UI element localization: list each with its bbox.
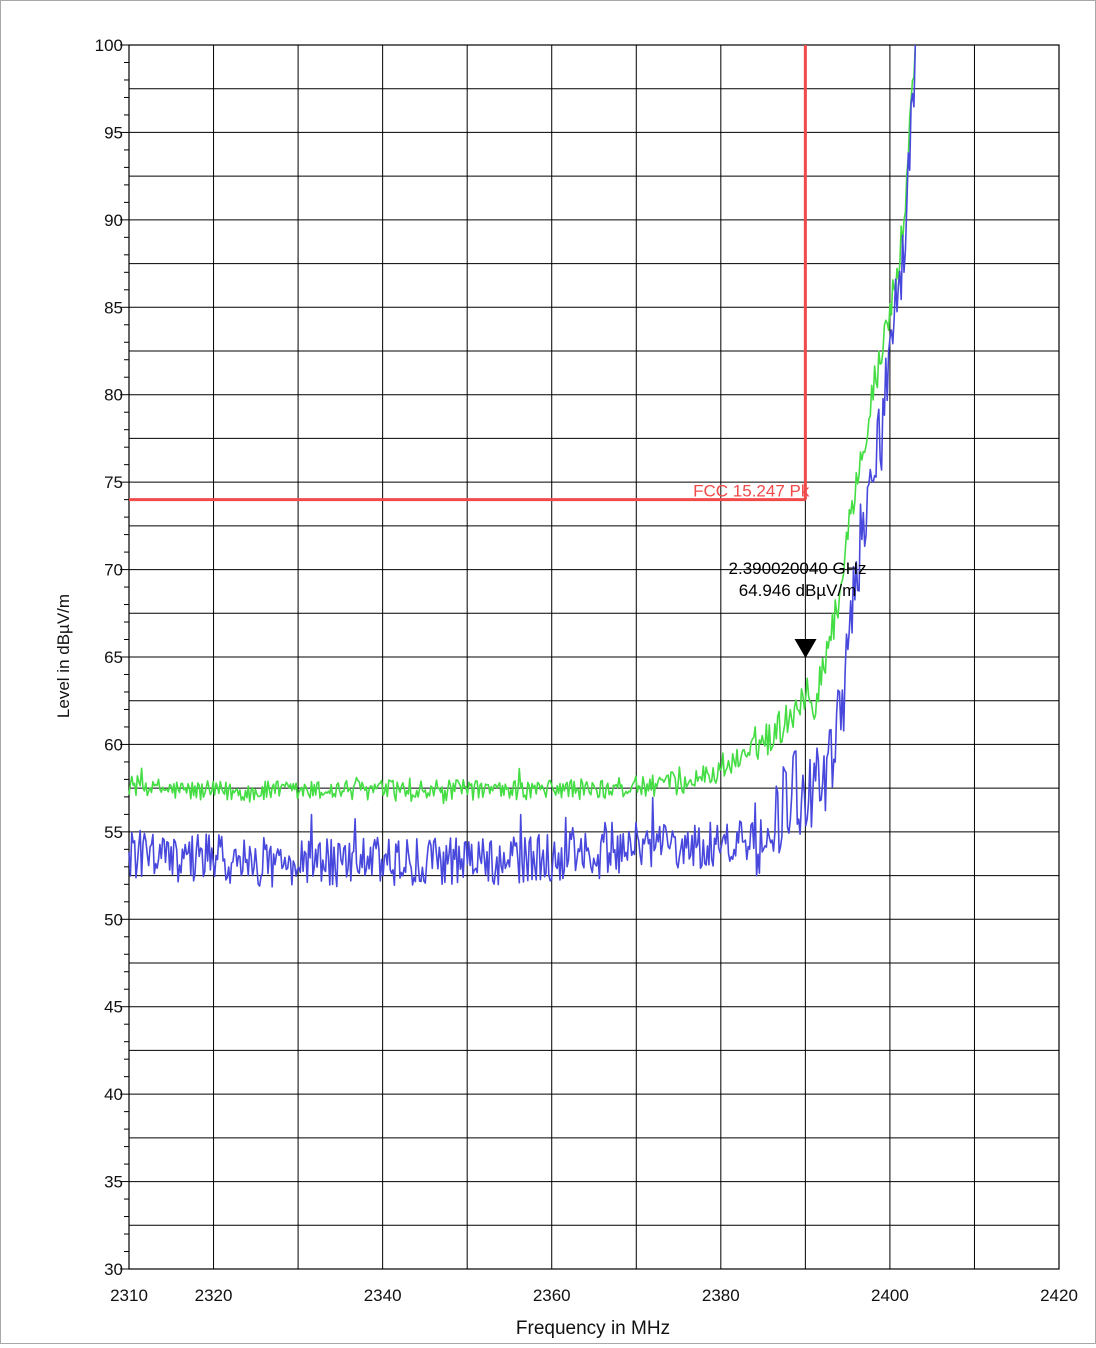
x-axis-label: Frequency in MHz [516, 1318, 670, 1339]
marker-triangle-icon [794, 638, 817, 658]
y-tick-label: 30 [104, 1260, 123, 1279]
y-axis-label: Level in dBµV/m [54, 594, 73, 718]
limit-line-group: FCC 15.247 Pk [129, 45, 810, 502]
x-tick-label: 2320 [195, 1286, 233, 1305]
y-tick-label: 95 [104, 123, 123, 142]
y-tick-labels: 30 35 40 45 50 55 60 65 70 75 80 85 90 95 100 [95, 36, 123, 1279]
y-tick-label: 55 [104, 823, 123, 842]
y-tick-label: 40 [104, 1085, 123, 1104]
marker-group: 2.390020040 GHz 64.946 dBµV/m [729, 559, 867, 658]
y-tick-label: 80 [104, 386, 123, 405]
x-tick-label: 2360 [533, 1286, 571, 1305]
traces [128, 44, 917, 888]
y-tick-label: 100 [95, 36, 123, 55]
marker-level-label: 64.946 dBµV/m [739, 581, 857, 600]
y-tick-label: 65 [104, 648, 123, 667]
y-tick-label: 70 [104, 561, 123, 580]
y-tick-label: 35 [104, 1173, 123, 1192]
y-tick-label: 75 [104, 473, 123, 492]
marker-frequency-label: 2.390020040 GHz [729, 559, 867, 578]
limit-line-label: FCC 15.247 Pk [693, 482, 810, 501]
y-tick-label: 45 [104, 998, 123, 1017]
x-tick-label: 2420 [1040, 1286, 1078, 1305]
y-tick-label: 85 [104, 298, 123, 317]
grid [120, 44, 1060, 1270]
x-tick-label: 2400 [871, 1286, 909, 1305]
x-tick-label: 2380 [702, 1286, 740, 1305]
trace-series-2 [128, 44, 917, 888]
x-tick-label: 2340 [364, 1286, 402, 1305]
trace-series-1 [128, 44, 917, 805]
x-tick-labels: 2310 2320 2340 2360 2380 2400 2420 [110, 1286, 1078, 1305]
y-tick-label: 50 [104, 910, 123, 929]
y-tick-label: 90 [104, 211, 123, 230]
x-tick-label: 2310 [110, 1286, 148, 1305]
y-tick-label: 60 [104, 735, 123, 754]
